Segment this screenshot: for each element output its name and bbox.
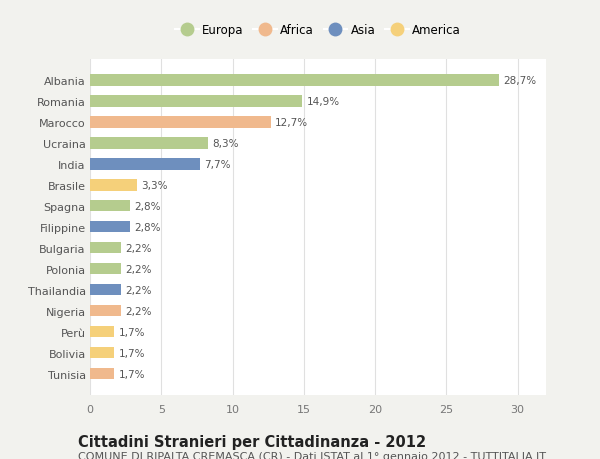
Text: 1,7%: 1,7% [119, 369, 145, 379]
Text: 8,3%: 8,3% [212, 139, 239, 148]
Bar [90, 263, 121, 275]
Text: 7,7%: 7,7% [204, 159, 230, 169]
Bar [90, 179, 137, 191]
Bar [90, 96, 302, 107]
Bar [90, 242, 121, 254]
Text: Cittadini Stranieri per Cittadinanza - 2012: Cittadini Stranieri per Cittadinanza - 2… [78, 434, 426, 449]
Text: 2,2%: 2,2% [125, 264, 152, 274]
Text: COMUNE DI RIPALTA CREMASCA (CR) - Dati ISTAT al 1° gennaio 2012 - TUTTITALIA.IT: COMUNE DI RIPALTA CREMASCA (CR) - Dati I… [78, 451, 546, 459]
Text: 2,2%: 2,2% [125, 285, 152, 295]
Bar [90, 138, 208, 149]
Text: 2,8%: 2,8% [134, 202, 161, 211]
Bar [90, 347, 114, 358]
Text: 12,7%: 12,7% [275, 118, 308, 128]
Text: 1,7%: 1,7% [119, 327, 145, 337]
Bar [90, 159, 200, 170]
Bar [90, 305, 121, 317]
Bar [90, 326, 114, 338]
Bar [90, 368, 114, 380]
Legend: Europa, Africa, Asia, America: Europa, Africa, Asia, America [173, 22, 463, 39]
Text: 2,8%: 2,8% [134, 222, 161, 232]
Text: 3,3%: 3,3% [142, 180, 168, 190]
Bar [90, 221, 130, 233]
Text: 2,2%: 2,2% [125, 243, 152, 253]
Text: 1,7%: 1,7% [119, 348, 145, 358]
Bar [90, 117, 271, 128]
Text: 14,9%: 14,9% [307, 96, 340, 106]
Bar [90, 284, 121, 296]
Bar [90, 75, 499, 86]
Bar [90, 201, 130, 212]
Text: 28,7%: 28,7% [503, 76, 536, 86]
Text: 2,2%: 2,2% [125, 306, 152, 316]
